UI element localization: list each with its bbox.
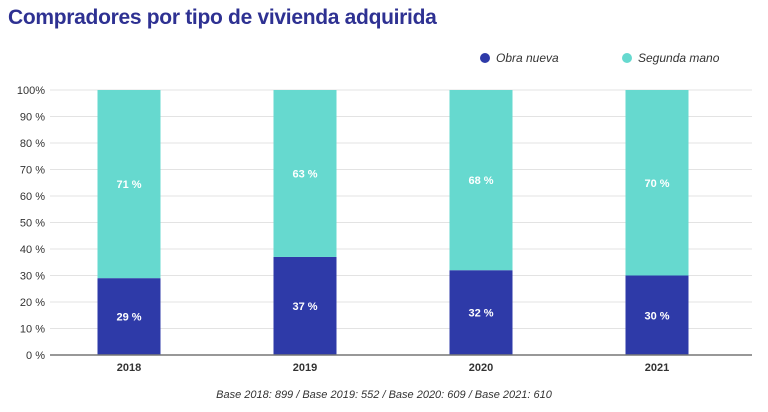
x-tick-label: 2021 — [645, 362, 669, 374]
x-tick-label: 2020 — [469, 362, 493, 374]
y-tick-label: 90 % — [20, 112, 45, 124]
y-tick-label: 10 % — [20, 324, 45, 336]
bar-segunda-mano-2019 — [273, 90, 337, 257]
data-label: 71 % — [116, 179, 141, 191]
y-tick-label: 80 % — [20, 138, 45, 150]
legend-swatch-obra-nueva — [480, 53, 490, 63]
data-label: 63 % — [292, 168, 317, 180]
data-label: 37 % — [292, 301, 317, 313]
base-footnote: Base 2018: 899 / Base 2019: 552 / Base 2… — [216, 389, 552, 401]
y-tick-label: 100% — [17, 85, 45, 97]
legend-item-obra-nueva: Obra nueva — [480, 51, 559, 65]
y-tick-label: 60 % — [20, 191, 45, 203]
bar-segunda-mano-2018 — [97, 90, 161, 279]
y-tick-label: 50 % — [20, 218, 45, 230]
y-tick-label: 30 % — [20, 271, 45, 283]
y-tick-label: 70 % — [20, 165, 45, 177]
data-label: 70 % — [644, 178, 669, 190]
legend-label-obra-nueva: Obra nueva — [496, 51, 559, 65]
data-label: 29 % — [116, 312, 141, 324]
y-tick-label: 40 % — [20, 244, 45, 256]
y-tick-label: 0 % — [26, 350, 45, 362]
legend-label-segunda-mano: Segunda mano — [638, 51, 720, 65]
chart-title: Compradores por tipo de vivienda adquiri… — [8, 6, 437, 29]
bar-segunda-mano-2021 — [625, 90, 689, 276]
y-tick-label: 20 % — [20, 297, 45, 309]
bar-obra-nueva-2020 — [449, 270, 513, 355]
data-label: 32 % — [468, 308, 493, 320]
bar-obra-nueva-2021 — [625, 275, 689, 355]
bar-obra-nueva-2018 — [97, 278, 161, 355]
data-label: 30 % — [644, 310, 669, 322]
legend-item-segunda-mano: Segunda mano — [622, 51, 719, 65]
data-label: 68 % — [468, 175, 493, 187]
x-tick-label: 2019 — [293, 362, 317, 374]
bar-obra-nueva-2019 — [273, 256, 337, 355]
legend-swatch-segunda-mano — [622, 53, 632, 63]
bar-segunda-mano-2020 — [449, 90, 513, 271]
x-tick-label: 2018 — [117, 362, 141, 374]
